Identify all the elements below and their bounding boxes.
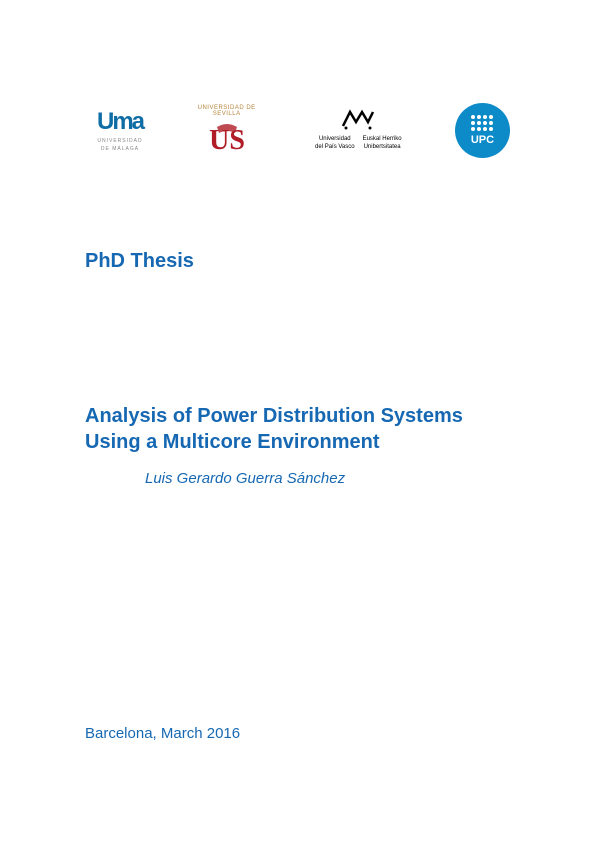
ehu-text-container: Universidad del País Vasco Euskal Herrik…: [315, 136, 402, 152]
page-container: Uma UNIVERSIDAD DE MÁLAGA UNIVERSIDAD DE…: [0, 0, 595, 842]
upc-text: UPC: [471, 134, 494, 146]
ehu-mark-icon: [338, 108, 378, 132]
upc-dots-icon: [471, 115, 493, 131]
ehu-col2-line2: Unibertsitatea: [363, 144, 402, 152]
uma-mark-icon: Uma: [97, 108, 143, 136]
sevilla-emblem-icon: US: [207, 119, 247, 155]
ehu-col2: Euskal Herriko Unibertsitatea: [363, 136, 402, 152]
uma-text-line2: DE MÁLAGA: [101, 146, 139, 152]
logos-row: Uma UNIVERSIDAD DE MÁLAGA UNIVERSIDAD DE…: [85, 100, 510, 160]
ehu-col1-line2: del País Vasco: [315, 144, 355, 152]
ehu-col1: Universidad del País Vasco: [315, 136, 355, 152]
ehu-col1-line1: Universidad: [315, 136, 355, 144]
ehu-col2-line1: Euskal Herriko: [363, 136, 402, 144]
logo-upc: UPC: [455, 103, 510, 158]
thesis-title: Analysis of Power Distribution Systems U…: [85, 403, 510, 455]
logo-ehu: Universidad del País Vasco Euskal Herrik…: [298, 108, 418, 152]
uma-text-line1: UNIVERSIDAD: [97, 138, 142, 144]
sevilla-circle-text: UNIVERSIDAD DE SEVILLA: [192, 105, 262, 117]
spacer: [85, 487, 510, 725]
author-name: Luis Gerardo Guerra Sánchez: [145, 470, 510, 487]
date-location: Barcelona, March 2016: [85, 725, 510, 742]
logo-uma: Uma UNIVERSIDAD DE MÁLAGA: [85, 108, 155, 152]
logo-sevilla: UNIVERSIDAD DE SEVILLA US: [192, 105, 262, 155]
heading-phd: PhD Thesis: [85, 250, 510, 273]
